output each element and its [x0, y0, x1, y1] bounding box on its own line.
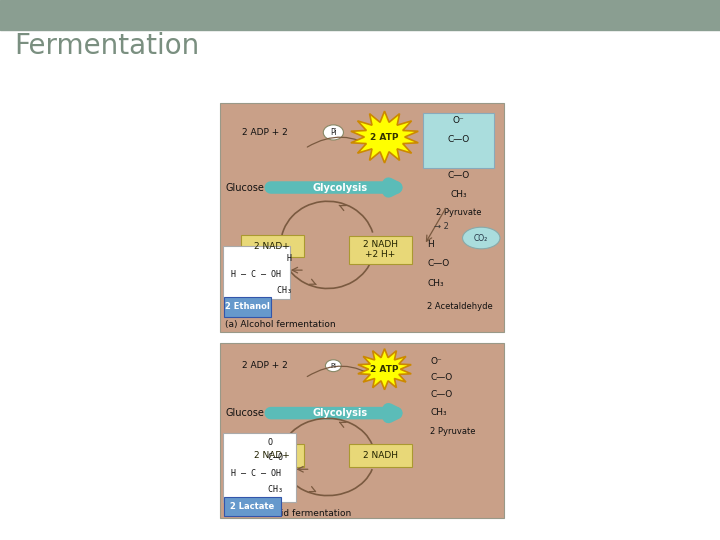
Text: 2 ADP + 2: 2 ADP + 2: [243, 361, 288, 370]
Text: 2 NAD+: 2 NAD+: [254, 241, 290, 251]
Text: H — C — OH: H — C — OH: [231, 270, 281, 279]
Text: → 2: → 2: [434, 222, 449, 231]
FancyBboxPatch shape: [241, 234, 304, 258]
Bar: [220, 103, 504, 332]
Text: CH₃: CH₃: [427, 279, 444, 288]
Text: 2 Pyruvate: 2 Pyruvate: [436, 208, 481, 217]
Text: O⁻: O⁻: [430, 357, 442, 366]
Text: CO₂: CO₂: [474, 233, 488, 242]
FancyBboxPatch shape: [223, 246, 290, 299]
Text: Glucose: Glucose: [225, 408, 264, 418]
FancyBboxPatch shape: [241, 444, 304, 467]
Text: H: H: [427, 240, 434, 249]
Text: CH₃: CH₃: [248, 485, 283, 494]
Text: H: H: [256, 254, 292, 263]
Text: C—O: C—O: [427, 259, 449, 268]
Text: Pi: Pi: [330, 128, 337, 137]
FancyBboxPatch shape: [423, 113, 494, 168]
Text: C—O: C—O: [248, 454, 283, 462]
Text: Glycolysis: Glycolysis: [313, 183, 368, 193]
Text: 2 NAD+: 2 NAD+: [254, 451, 290, 460]
Text: Glucose: Glucose: [225, 183, 264, 193]
FancyBboxPatch shape: [223, 433, 296, 502]
FancyBboxPatch shape: [224, 497, 281, 516]
Text: H — C — OH: H — C — OH: [231, 469, 281, 478]
Text: C—O: C—O: [447, 135, 469, 144]
Text: (b) Lactic acid fermentation: (b) Lactic acid fermentation: [225, 509, 351, 517]
Text: CH₃: CH₃: [256, 286, 292, 295]
Circle shape: [323, 125, 343, 140]
Text: CH₃: CH₃: [450, 190, 467, 199]
Circle shape: [325, 360, 341, 372]
FancyBboxPatch shape: [349, 444, 412, 467]
Bar: [0, 0, 720, 30]
Bar: [220, 343, 504, 518]
Text: O: O: [248, 437, 273, 447]
Polygon shape: [351, 111, 418, 163]
Text: CH₃: CH₃: [430, 408, 446, 417]
Text: 2 Ethanol: 2 Ethanol: [225, 302, 270, 312]
Text: 2 Pyruvate: 2 Pyruvate: [430, 427, 475, 436]
Text: O⁻: O⁻: [453, 117, 464, 125]
Text: 2 ADP + 2: 2 ADP + 2: [243, 128, 288, 137]
Text: 2 NADH: 2 NADH: [363, 451, 397, 460]
Text: C—O: C—O: [430, 373, 452, 382]
Text: 2 Acetaldehyde: 2 Acetaldehyde: [427, 302, 493, 311]
Text: C—O: C—O: [447, 172, 469, 180]
Text: C—O: C—O: [430, 390, 452, 399]
Text: 2 Lactate: 2 Lactate: [230, 502, 274, 511]
Text: (a) Alcohol fermentation: (a) Alcohol fermentation: [225, 320, 336, 329]
Text: Fermentation: Fermentation: [14, 32, 199, 60]
Text: Glycolysis: Glycolysis: [313, 408, 368, 418]
Text: 2 ATP: 2 ATP: [370, 364, 399, 374]
Text: 2 ATP: 2 ATP: [370, 132, 399, 141]
Text: 2 NADH
+2 H+: 2 NADH +2 H+: [363, 240, 397, 259]
Polygon shape: [358, 349, 411, 390]
Text: Pi: Pi: [330, 363, 336, 369]
FancyBboxPatch shape: [349, 236, 412, 265]
Ellipse shape: [462, 227, 500, 249]
FancyBboxPatch shape: [224, 296, 271, 317]
